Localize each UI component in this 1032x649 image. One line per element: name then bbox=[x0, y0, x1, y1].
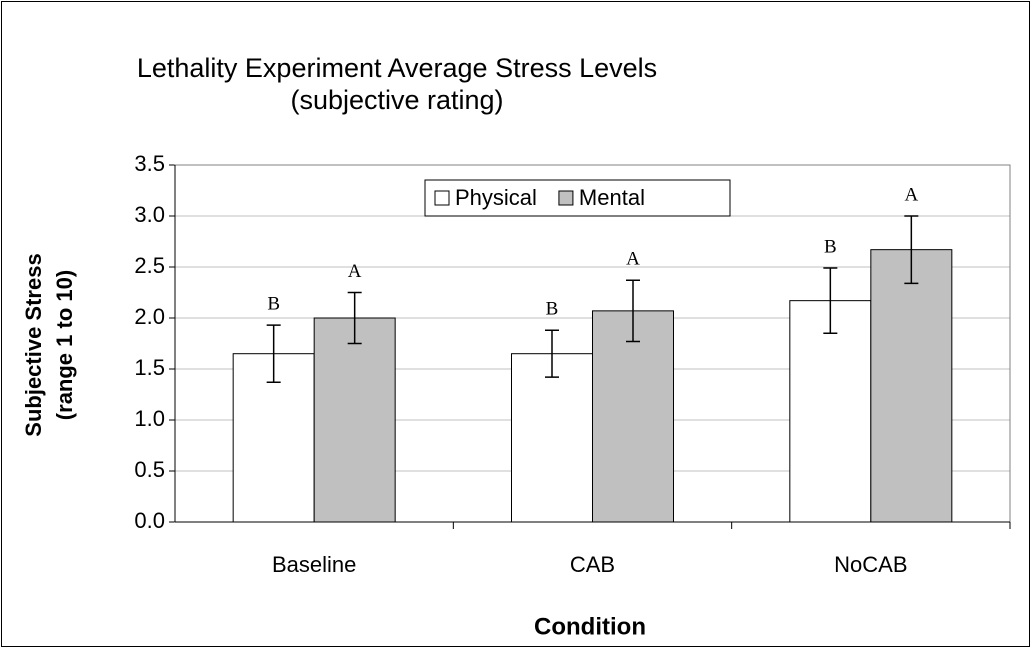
legend-swatch bbox=[434, 190, 450, 206]
chart-subtitle: (subjective rating) bbox=[290, 85, 503, 115]
y-tick-label: 3.0 bbox=[134, 202, 165, 227]
legend-label: Physical bbox=[455, 185, 537, 210]
y-axis-label: Subjective Stress bbox=[21, 253, 46, 436]
legend-box bbox=[424, 179, 731, 217]
significance-label: A bbox=[904, 184, 918, 205]
significance-label: B bbox=[267, 293, 280, 314]
error-bar bbox=[626, 279, 640, 343]
significance-label: B bbox=[546, 299, 559, 320]
error-bar bbox=[823, 267, 838, 335]
legend-label: Mental bbox=[579, 185, 645, 210]
legend-swatch bbox=[558, 190, 574, 206]
bar bbox=[313, 317, 396, 523]
x-axis-label: Condition bbox=[534, 613, 646, 640]
error-bar bbox=[347, 291, 362, 345]
y-tick-label: 1.0 bbox=[134, 406, 165, 431]
x-tick-label: NoCAB bbox=[834, 552, 907, 577]
y-tick-label: 1.5 bbox=[134, 355, 165, 380]
error-bar bbox=[545, 329, 559, 378]
bar bbox=[870, 249, 953, 523]
y-tick-label: 0.0 bbox=[134, 508, 165, 533]
significance-label: B bbox=[824, 236, 837, 257]
y-tick-label: 2.5 bbox=[134, 253, 165, 278]
error-bar bbox=[266, 324, 281, 384]
bar bbox=[592, 310, 674, 523]
y-tick-label: 0.5 bbox=[134, 457, 165, 482]
bar bbox=[789, 300, 872, 523]
y-tick-label: 2.0 bbox=[134, 304, 165, 329]
significance-label: A bbox=[348, 261, 362, 282]
significance-label: A bbox=[626, 249, 640, 270]
x-tick-label: CAB bbox=[570, 552, 615, 577]
x-tick-label: Baseline bbox=[272, 552, 356, 577]
y-tick-label: 3.5 bbox=[134, 151, 165, 176]
chart-title: Lethality Experiment Average Stress Leve… bbox=[137, 53, 657, 83]
y-axis-label: (range 1 to 10) bbox=[52, 270, 77, 420]
error-bar bbox=[904, 215, 919, 285]
bar bbox=[511, 353, 593, 523]
